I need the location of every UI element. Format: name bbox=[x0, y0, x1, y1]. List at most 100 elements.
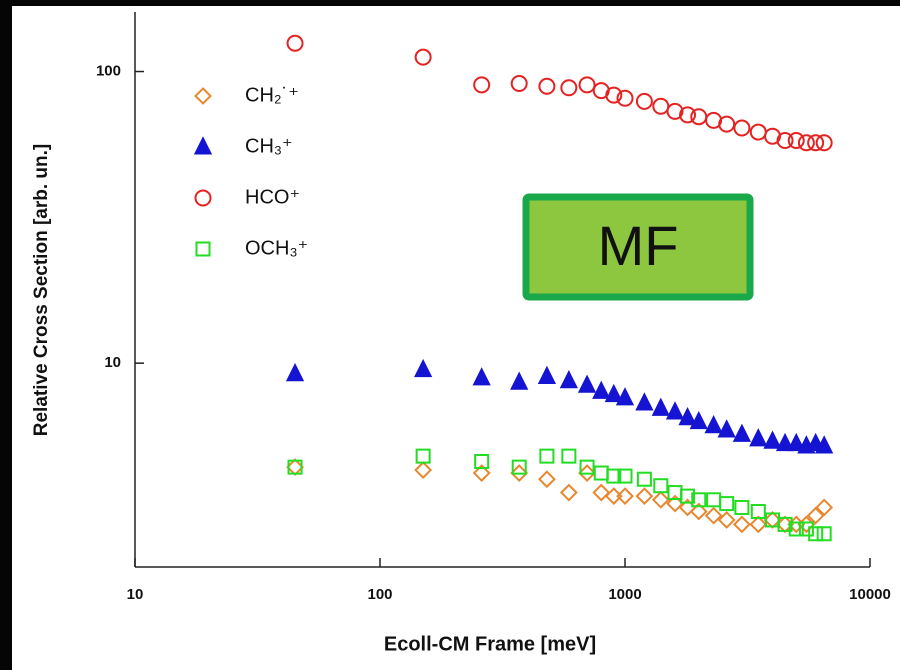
data-point bbox=[559, 370, 578, 389]
data-point bbox=[691, 492, 707, 508]
data-point bbox=[775, 432, 795, 452]
legend-label: CH₂˙⁺ bbox=[245, 84, 299, 106]
data-point bbox=[806, 506, 825, 525]
data-point bbox=[635, 487, 654, 506]
data-point bbox=[510, 74, 528, 92]
data-point bbox=[733, 119, 751, 137]
data-point bbox=[414, 48, 432, 66]
data-point bbox=[798, 521, 814, 537]
data-point bbox=[510, 371, 529, 390]
y-axis-label: Relative Cross Section [arb. un.] bbox=[31, 144, 52, 436]
data-point bbox=[717, 511, 736, 529]
data-point bbox=[578, 76, 596, 94]
data-point bbox=[776, 132, 794, 150]
data-point bbox=[559, 483, 578, 502]
data-point bbox=[285, 362, 305, 382]
data-point bbox=[679, 106, 697, 124]
data-point bbox=[777, 516, 793, 532]
x-tick-label: 100 bbox=[367, 586, 392, 603]
data-point bbox=[617, 468, 633, 484]
data-point bbox=[689, 502, 708, 521]
data-point bbox=[719, 496, 735, 512]
data-point bbox=[287, 459, 303, 475]
data-point bbox=[665, 401, 685, 420]
data-point bbox=[732, 423, 752, 442]
annotation-box bbox=[522, 193, 754, 301]
data-point bbox=[787, 432, 806, 452]
legend-label: HCO⁺ bbox=[245, 186, 300, 208]
annotation: MF bbox=[598, 214, 679, 277]
data-point bbox=[473, 76, 491, 94]
legend-marker bbox=[195, 241, 211, 257]
data-point bbox=[816, 526, 832, 542]
data-point bbox=[592, 483, 611, 502]
y-tick-label: 10 bbox=[104, 354, 121, 371]
data-point bbox=[511, 459, 527, 475]
data-point bbox=[815, 134, 833, 152]
data-point bbox=[286, 34, 304, 52]
data-point bbox=[734, 499, 750, 515]
data-point bbox=[653, 478, 669, 494]
data-point bbox=[651, 397, 670, 416]
data-point bbox=[577, 374, 597, 393]
data-point bbox=[749, 515, 768, 534]
data-point bbox=[808, 526, 824, 542]
data-point bbox=[635, 392, 654, 411]
data-point bbox=[510, 464, 529, 482]
data-point bbox=[750, 503, 766, 519]
data-point bbox=[578, 464, 596, 482]
data-point bbox=[678, 406, 697, 426]
data-point bbox=[579, 459, 595, 475]
plot-panel bbox=[12, 6, 900, 670]
data-point bbox=[560, 79, 578, 97]
data-point bbox=[414, 358, 433, 378]
data-point bbox=[732, 515, 751, 534]
data-point bbox=[592, 380, 611, 399]
data-point bbox=[787, 132, 805, 150]
data-point bbox=[689, 410, 708, 430]
data-point bbox=[616, 487, 634, 506]
data-point bbox=[704, 415, 723, 434]
data-point bbox=[472, 367, 491, 386]
data-point bbox=[538, 77, 556, 95]
data-point bbox=[815, 435, 834, 454]
x-tick-label: 10 bbox=[127, 586, 144, 603]
data-point bbox=[537, 470, 556, 489]
data-point bbox=[472, 464, 491, 482]
legend-marker bbox=[194, 87, 212, 105]
data-point bbox=[414, 461, 433, 479]
data-point bbox=[537, 365, 557, 385]
data-point bbox=[717, 419, 736, 438]
x-tick-label: 10000 bbox=[849, 586, 891, 603]
data-point bbox=[605, 86, 623, 104]
data-point bbox=[651, 490, 670, 509]
data-point bbox=[636, 471, 652, 487]
data-point bbox=[635, 92, 653, 110]
data-point bbox=[615, 387, 635, 406]
data-point bbox=[788, 521, 804, 537]
data-point bbox=[666, 494, 684, 513]
data-point bbox=[604, 383, 623, 403]
data-point bbox=[797, 134, 815, 152]
legend-marker bbox=[194, 189, 212, 207]
legend-label: OCH₃⁺ bbox=[245, 237, 308, 259]
x-tick-label: 1000 bbox=[608, 586, 641, 603]
y-tick-label: 100 bbox=[96, 62, 121, 79]
legend-label: CH₃⁺ bbox=[245, 135, 293, 157]
data-point bbox=[704, 506, 723, 525]
data-point bbox=[666, 102, 684, 120]
data-point bbox=[539, 448, 555, 464]
data-point bbox=[561, 448, 577, 464]
data-point bbox=[718, 115, 736, 133]
data-point bbox=[415, 448, 431, 464]
data-point bbox=[763, 430, 782, 449]
data-point bbox=[606, 468, 622, 484]
data-point bbox=[680, 488, 696, 504]
x-axis-label: Ecoll-CM Frame [meV] bbox=[384, 633, 596, 655]
data-point bbox=[474, 454, 490, 470]
data-point bbox=[807, 134, 825, 152]
data-point bbox=[749, 428, 768, 447]
data-point bbox=[616, 89, 634, 107]
